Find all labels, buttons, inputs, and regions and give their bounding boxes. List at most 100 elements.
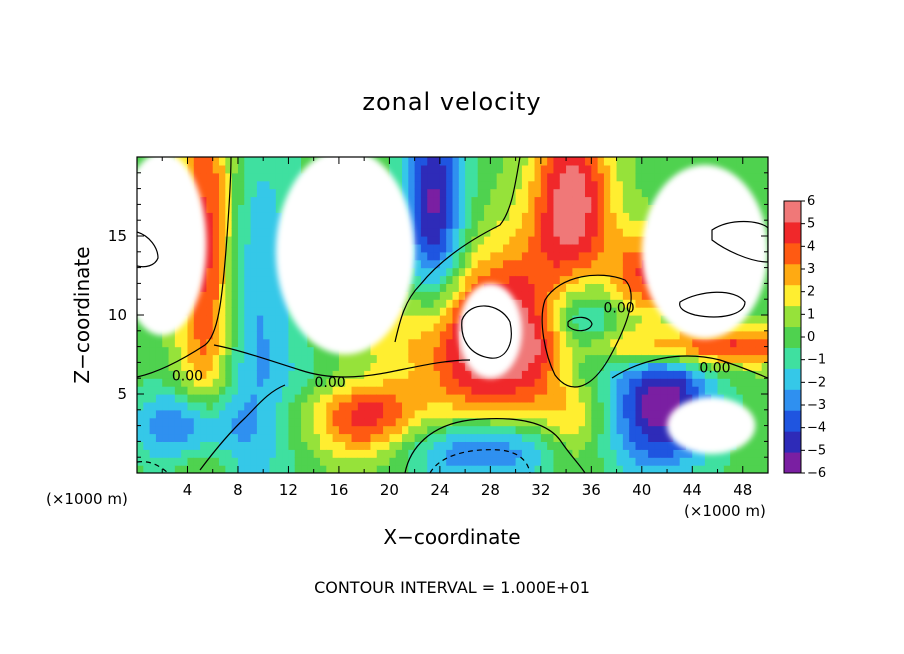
heatmap-cell [408, 188, 416, 198]
heatmap-cell [231, 354, 239, 363]
heatmap-cell [225, 449, 233, 458]
heatmap-cell [597, 425, 605, 435]
heatmap-cell [484, 204, 491, 213]
heatmap-cell [629, 164, 637, 174]
heatmap-cell [402, 157, 409, 166]
heatmap-cell [256, 409, 264, 419]
heatmap-cell [225, 164, 233, 174]
heatmap-cell [458, 196, 466, 205]
heatmap-cell [212, 251, 220, 261]
heatmap-cell [301, 370, 308, 379]
heatmap-cell [181, 401, 189, 411]
heatmap-cell [244, 457, 252, 466]
heatmap-cell [597, 330, 605, 340]
heatmap-cell [648, 315, 656, 324]
heatmap-cell [200, 449, 208, 458]
heatmap-cell [717, 378, 725, 387]
heatmap-cell [704, 370, 712, 379]
heatmap-cell [578, 409, 586, 419]
heatmap-cell [736, 378, 744, 387]
heatmap-cell [591, 251, 599, 261]
colorbar-tick-label: −3 [807, 398, 826, 413]
heatmap-cell [219, 441, 226, 450]
heatmap-cell [219, 243, 226, 253]
heatmap-cell [414, 180, 422, 190]
heatmap-cell [427, 457, 435, 466]
heatmap-cell [458, 386, 466, 395]
heatmap-cell [717, 386, 725, 395]
heatmap-cell [566, 417, 573, 427]
heatmap-cell [427, 275, 435, 284]
heatmap-cell [414, 157, 422, 166]
heatmap-cell [717, 338, 725, 348]
blank-region [641, 164, 768, 339]
heatmap-cell [540, 386, 548, 395]
heatmap-cell [502, 212, 510, 221]
heatmap-cell [591, 204, 599, 213]
heatmap-cell [484, 212, 491, 221]
heatmap-cell [540, 449, 548, 458]
heatmap-cell [641, 457, 649, 466]
heatmap-cell [452, 433, 460, 442]
heatmap-cell [603, 259, 611, 269]
heatmap-cell [559, 394, 567, 403]
heatmap-cell [603, 322, 611, 332]
heatmap-cell [597, 236, 605, 245]
colorbar-swatch [784, 221, 801, 244]
heatmap-cell [332, 386, 340, 395]
heatmap-cell [225, 346, 233, 356]
contour-label: 0.00 [603, 301, 634, 317]
heatmap-cell [585, 394, 592, 403]
heatmap-cell [749, 394, 756, 403]
heatmap-cell [654, 322, 662, 332]
colorbar-swatch [784, 389, 801, 411]
heatmap-cell [502, 196, 510, 205]
heatmap-cell [414, 212, 422, 221]
heatmap-cell [704, 386, 712, 395]
heatmap-cell [610, 220, 618, 229]
heatmap-cell [654, 180, 662, 190]
heatmap-cell [452, 449, 460, 458]
heatmap-cell [521, 283, 529, 292]
heatmap-cell [622, 157, 630, 166]
heatmap-cell [553, 180, 561, 190]
heatmap-cell [641, 370, 649, 379]
heatmap-cell [622, 251, 630, 261]
heatmap-cell [427, 441, 435, 450]
heatmap-cell [225, 157, 233, 166]
heatmap-cell [225, 228, 233, 237]
heatmap-cell [553, 307, 561, 316]
heatmap-cell [420, 299, 428, 308]
heatmap-cell [452, 425, 460, 435]
heatmap-cell [269, 212, 277, 221]
heatmap-cell [578, 299, 586, 308]
heatmap-cell [610, 267, 618, 277]
heatmap-cell [603, 267, 611, 277]
zero-contour-vortex [541, 274, 632, 388]
heatmap-cell [477, 180, 485, 190]
heatmap-cell [313, 417, 321, 427]
heatmap-cell [667, 338, 674, 348]
heatmap-cell [338, 441, 346, 450]
heatmap-cell [433, 449, 441, 458]
heatmap-cell [402, 417, 409, 427]
heatmap-cell [509, 157, 517, 166]
heatmap-cell [540, 212, 548, 221]
heatmap-cell [572, 441, 580, 450]
heatmap-cell [326, 409, 334, 419]
heatmap-cell [641, 394, 649, 403]
heatmap-cell [641, 299, 649, 308]
heatmap-cell [566, 157, 573, 166]
heatmap-cell [515, 386, 523, 395]
heatmap-cell [603, 204, 611, 213]
heatmap-cell [149, 465, 157, 473]
heatmap-cell [446, 401, 454, 411]
heatmap-cell [471, 425, 479, 435]
heatmap-cell [755, 433, 763, 442]
heatmap-cell [263, 220, 271, 229]
heatmap-cell [162, 370, 170, 379]
heatmap-cell [231, 291, 239, 300]
heatmap-cell [446, 346, 454, 356]
heatmap-cell [357, 409, 365, 419]
heatmap-cell [591, 425, 599, 435]
